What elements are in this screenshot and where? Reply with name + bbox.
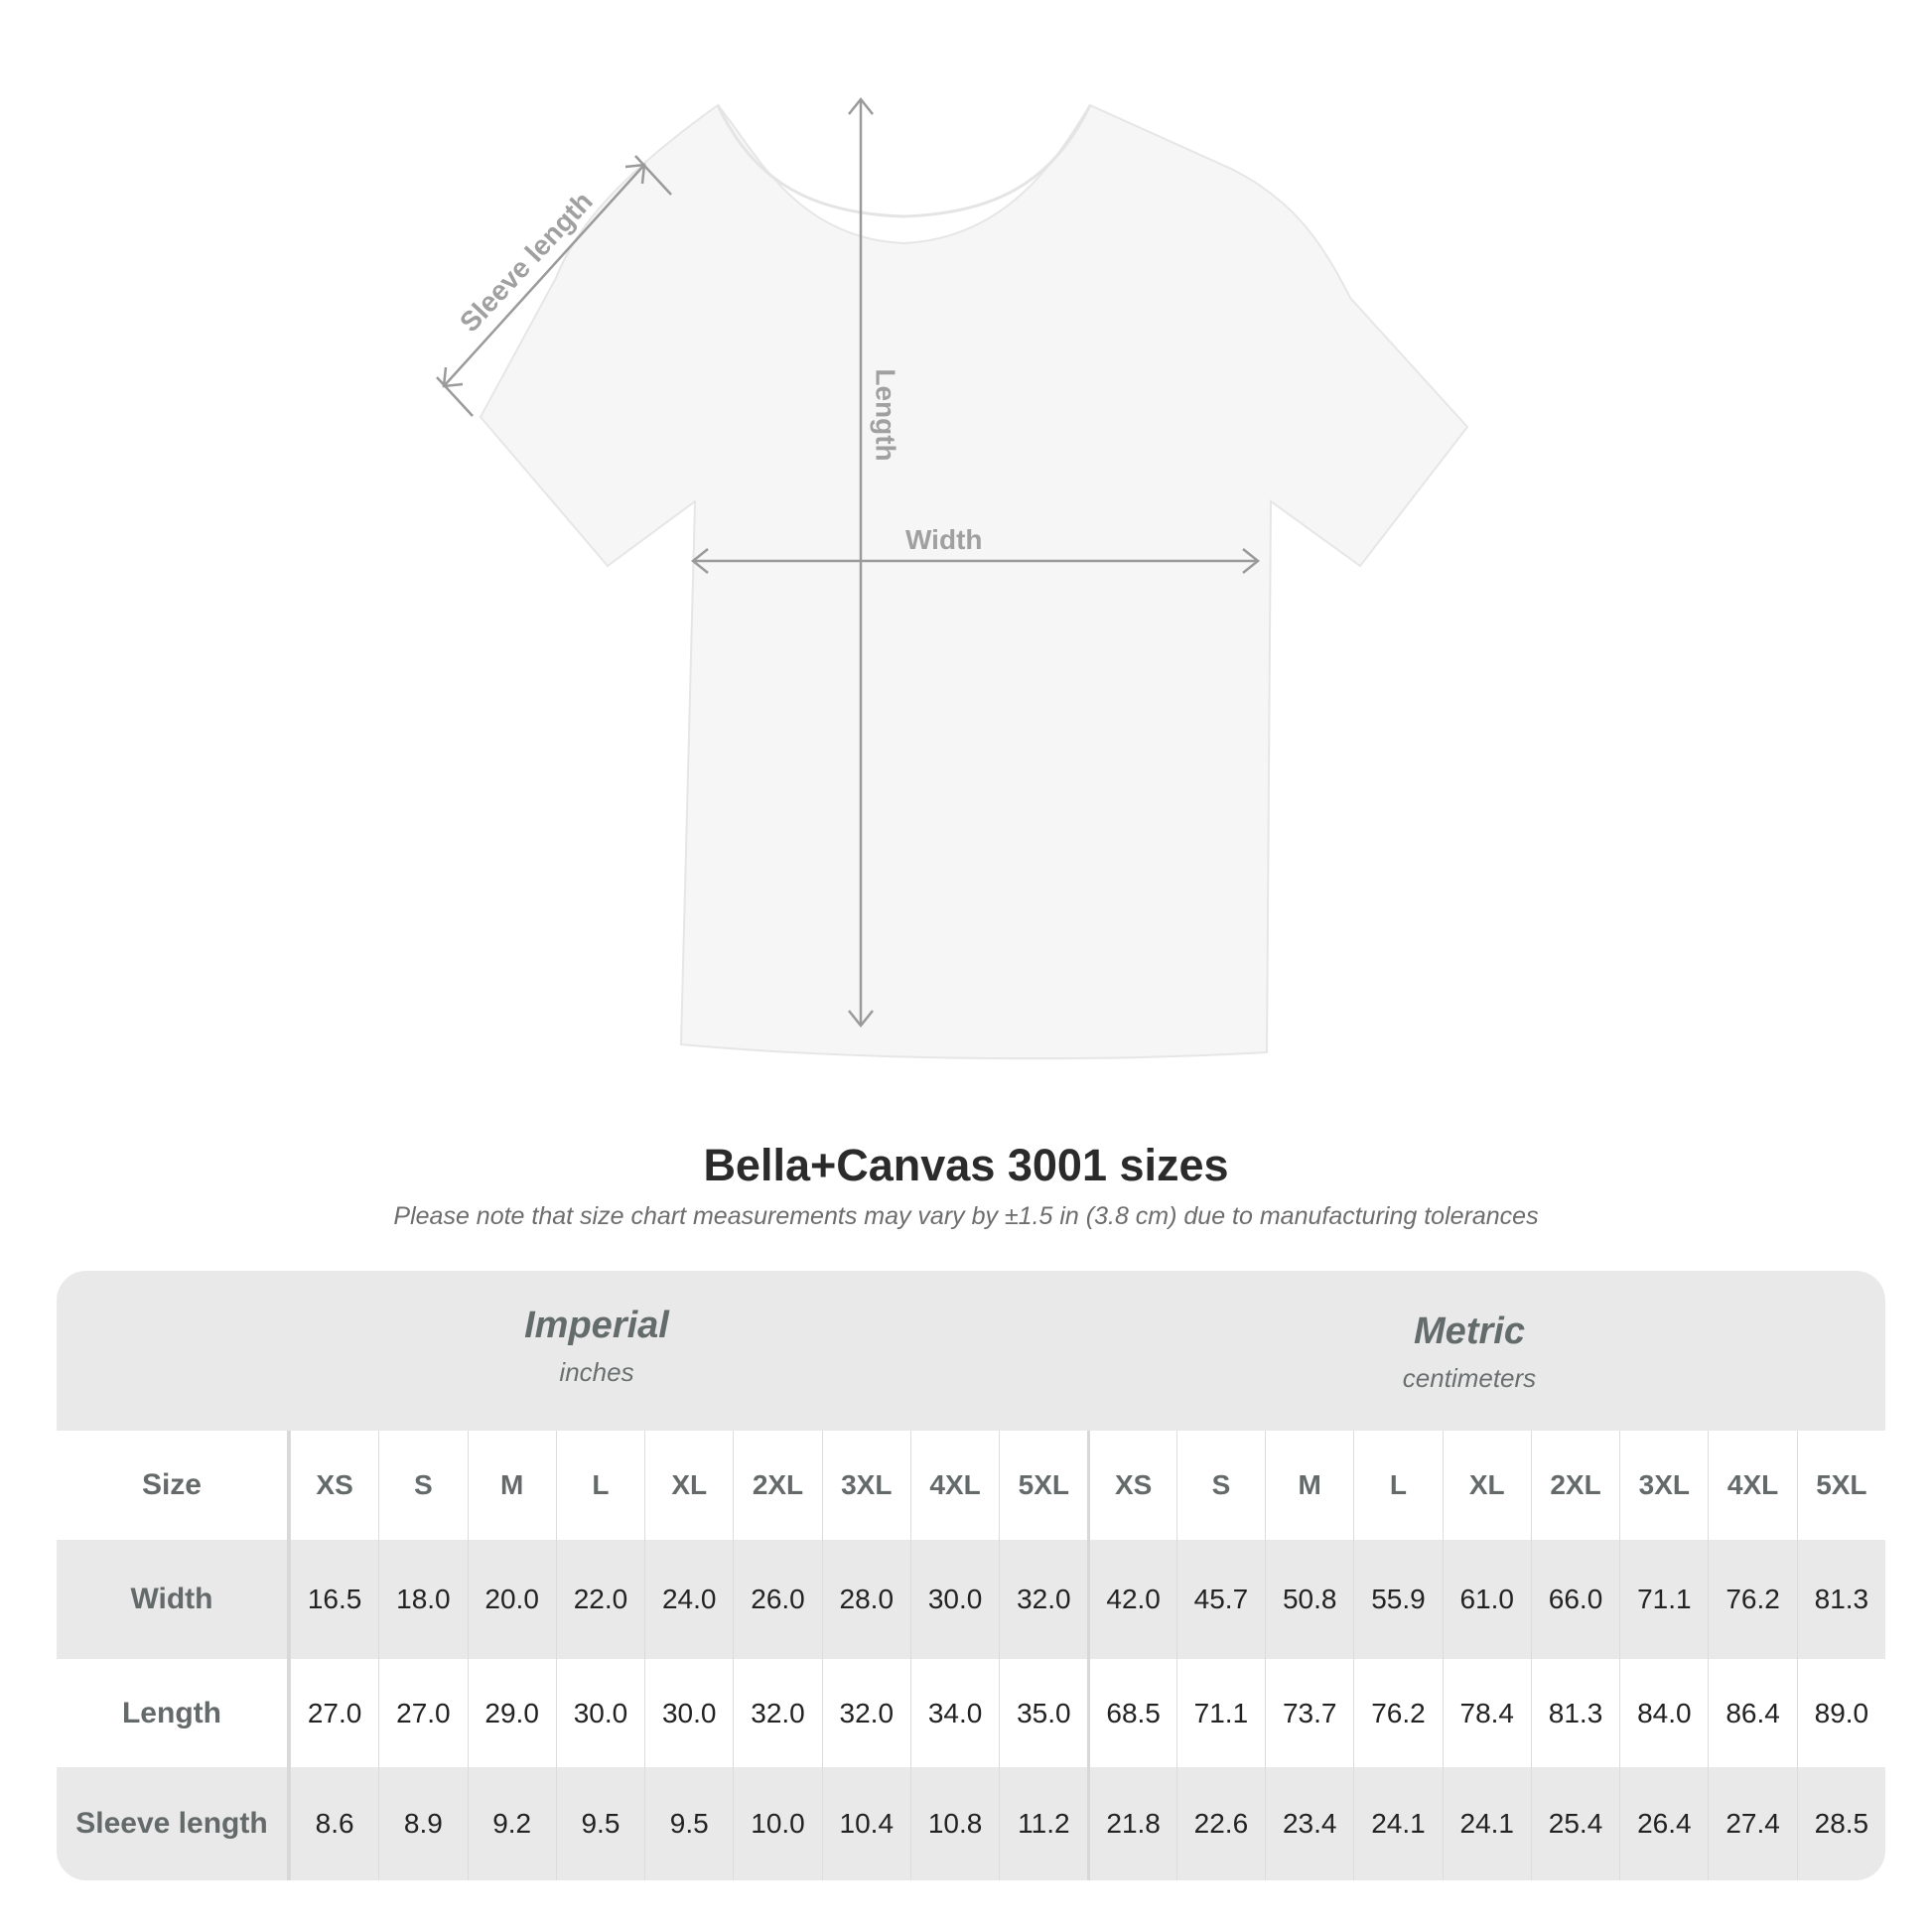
table-cell: 11.2 — [999, 1767, 1087, 1880]
imperial-unit: inches — [559, 1357, 634, 1387]
collar — [716, 104, 1092, 218]
table-cell: 42.0 — [1087, 1540, 1175, 1659]
table-cell: 34.0 — [909, 1659, 999, 1767]
table-cell: 27.4 — [1708, 1767, 1796, 1880]
table-cell: 20.0 — [467, 1540, 556, 1659]
size-header: XL — [1442, 1431, 1531, 1540]
table-cell: 35.0 — [999, 1659, 1087, 1767]
table-cell: 84.0 — [1619, 1659, 1708, 1767]
imperial-header: Imperial inches — [299, 1305, 895, 1388]
table-cell: 10.8 — [909, 1767, 999, 1880]
table-cell: 23.4 — [1265, 1767, 1353, 1880]
table-cell: 30.0 — [909, 1540, 999, 1659]
row-header: Size — [57, 1431, 290, 1540]
table-cell: 78.4 — [1442, 1659, 1531, 1767]
table-row: Length 27.0 27.0 29.0 30.0 30.0 32.0 32.0 34.0 3… — [57, 1659, 1885, 1767]
size-header: XL — [644, 1431, 733, 1540]
table-cell: 22.0 — [555, 1540, 644, 1659]
size-header: 5XL — [999, 1431, 1087, 1540]
table-cell: 28.5 — [1796, 1767, 1885, 1880]
size-header: XS — [289, 1431, 378, 1540]
size-header: 5XL — [1796, 1431, 1885, 1540]
table-cell: 73.7 — [1265, 1659, 1353, 1767]
table-cell: 9.5 — [644, 1767, 733, 1880]
table-cell: 10.0 — [733, 1767, 821, 1880]
width-label: Width — [905, 524, 983, 555]
size-header: 2XL — [1530, 1431, 1619, 1540]
tshirt-diagram — [436, 96, 1469, 1060]
size-header: L — [555, 1431, 644, 1540]
table-cell: 32.0 — [999, 1540, 1087, 1659]
table-cell: 81.3 — [1530, 1659, 1619, 1767]
table-cell: 24.0 — [644, 1540, 733, 1659]
table-cell: 22.6 — [1175, 1767, 1265, 1880]
size-header: 4XL — [909, 1431, 999, 1540]
size-header: 3XL — [1619, 1431, 1708, 1540]
table-cell: 30.0 — [555, 1659, 644, 1767]
table-cell: 18.0 — [378, 1540, 467, 1659]
table-cell: 45.7 — [1175, 1540, 1265, 1659]
table-cell: 25.4 — [1530, 1767, 1619, 1880]
table-cell: 32.0 — [733, 1659, 821, 1767]
size-row: Size XS S M L XL 2XL 3XL 4XL 5XL XS S M L XL 2XL 3XL 4XL… — [57, 1431, 1885, 1540]
table-cell: 68.5 — [1087, 1659, 1175, 1767]
size-header: L — [1353, 1431, 1442, 1540]
table-cell: 55.9 — [1353, 1540, 1442, 1659]
table-cell: 24.1 — [1442, 1767, 1531, 1880]
table-cell: 32.0 — [821, 1659, 910, 1767]
table-cell: 9.2 — [467, 1767, 556, 1880]
table-cell: 76.2 — [1708, 1540, 1796, 1659]
size-header: XS — [1087, 1431, 1175, 1540]
size-header: S — [1175, 1431, 1265, 1540]
tshirt-shape — [479, 103, 1469, 1060]
table-cell: 71.1 — [1175, 1659, 1265, 1767]
table-cell: 21.8 — [1087, 1767, 1175, 1880]
metric-title: Metric — [1414, 1311, 1525, 1352]
table-cell: 86.4 — [1708, 1659, 1796, 1767]
size-header: 2XL — [733, 1431, 821, 1540]
table-cell: 16.5 — [289, 1540, 378, 1659]
table-cell: 8.9 — [378, 1767, 467, 1880]
table-cell: 28.0 — [821, 1540, 910, 1659]
table-cell: 61.0 — [1442, 1540, 1531, 1659]
table-cell: 29.0 — [467, 1659, 556, 1767]
page-title: Bella+Canvas 3001 sizes — [703, 1140, 1229, 1190]
table-cell: 10.4 — [821, 1767, 910, 1880]
table-cell: 27.0 — [378, 1659, 467, 1767]
length-label: Length — [870, 368, 901, 462]
table-cell: 24.1 — [1353, 1767, 1442, 1880]
metric-header: Metric centimeters — [1172, 1311, 1767, 1394]
tolerance-note: Please note that size chart measurements… — [393, 1202, 1539, 1230]
imperial-title: Imperial — [524, 1305, 669, 1346]
row-header: Sleeve length — [57, 1767, 290, 1880]
table-cell: 26.0 — [733, 1540, 821, 1659]
table-cell: 27.0 — [289, 1659, 378, 1767]
table-cell: 76.2 — [1353, 1659, 1442, 1767]
table-cell: 9.5 — [555, 1767, 644, 1880]
table-cell: 50.8 — [1265, 1540, 1353, 1659]
sleeve-arrow — [443, 164, 645, 387]
size-header: M — [467, 1431, 556, 1540]
table-cell: 81.3 — [1796, 1540, 1885, 1659]
size-header: M — [1265, 1431, 1353, 1540]
table-cell: 30.0 — [644, 1659, 733, 1767]
table-row: Width 16.5 18.0 20.0 22.0 24.0 26.0 28.0 30.0 32… — [57, 1540, 1885, 1659]
table-cell: 89.0 — [1796, 1659, 1885, 1767]
table-row: Sleeve length 8.6 8.9 9.2 9.5 9.5 10.0 10.4 10.… — [57, 1767, 1885, 1880]
table-cell: 26.4 — [1619, 1767, 1708, 1880]
size-header: 3XL — [821, 1431, 910, 1540]
metric-unit: centimeters — [1402, 1363, 1537, 1393]
size-header: 4XL — [1708, 1431, 1796, 1540]
table-cell: 71.1 — [1619, 1540, 1708, 1659]
size-table: Imperial inches Metric centimeters Size … — [57, 1271, 1885, 1880]
size-header: S — [378, 1431, 467, 1540]
table-cell: 8.6 — [289, 1767, 378, 1880]
table-cell: 66.0 — [1530, 1540, 1619, 1659]
row-header: Length — [57, 1659, 290, 1767]
row-header: Width — [57, 1540, 290, 1659]
